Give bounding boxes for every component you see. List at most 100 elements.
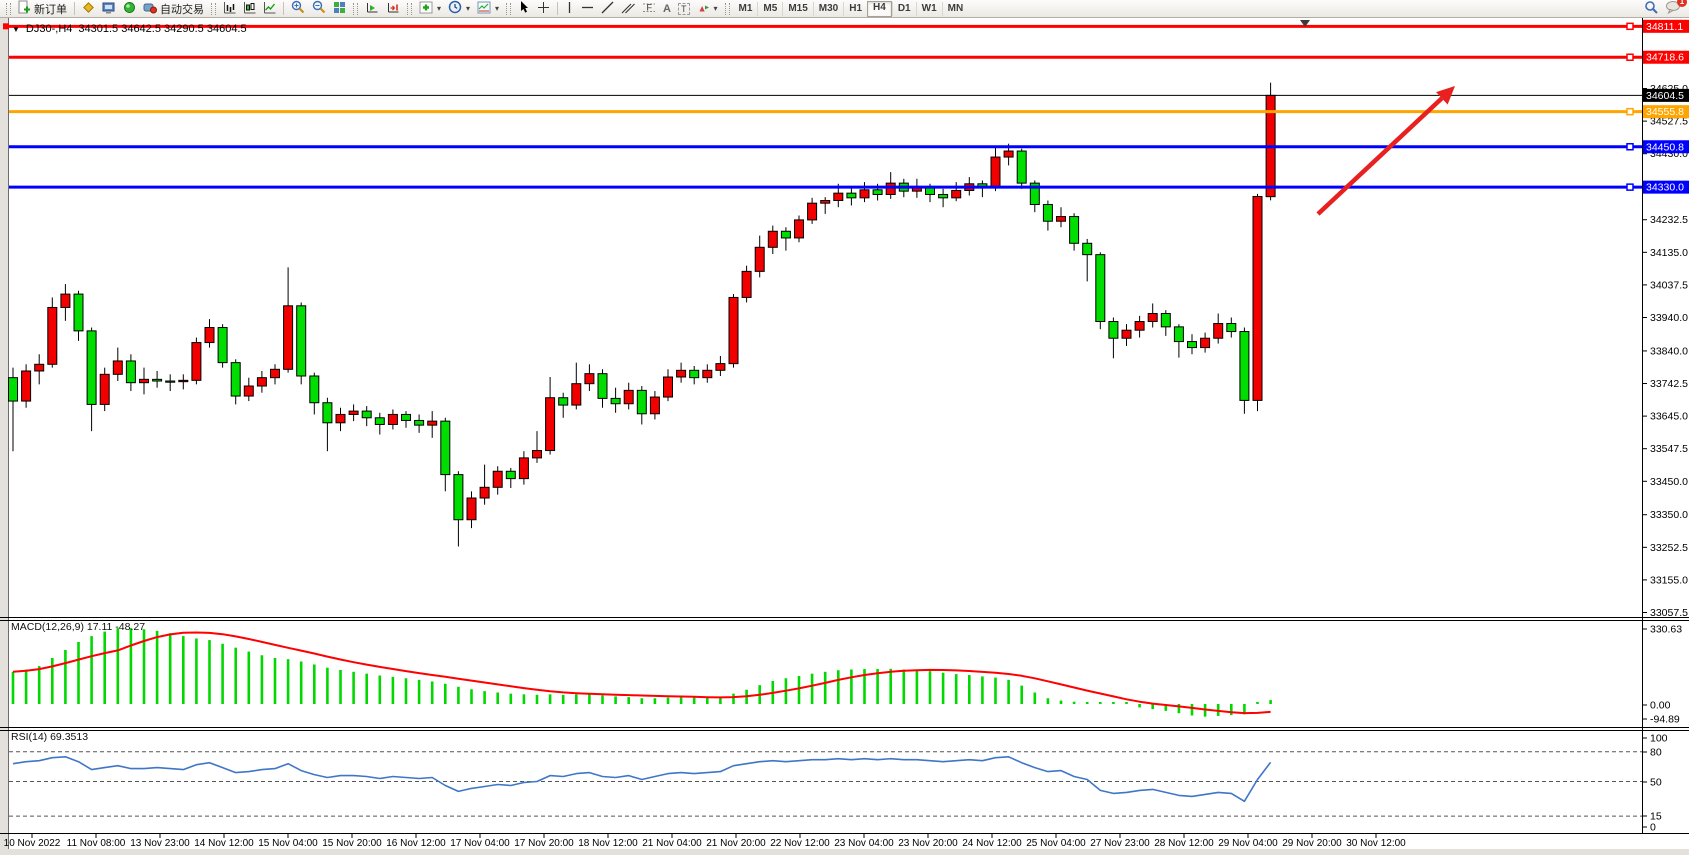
price-badge-34718.6: 34718.6 (1643, 50, 1689, 64)
profile-icon (82, 1, 95, 17)
indicators-button[interactable]: ▾ (416, 1, 444, 17)
text-label-icon: T (678, 2, 690, 15)
timeframe-M1[interactable]: M1 (738, 2, 753, 14)
zoom-out-button[interactable] (309, 0, 329, 17)
timeframe-M30[interactable]: M30 (812, 1, 843, 16)
svg-text:330.63: 330.63 (1650, 624, 1682, 636)
timeframe-W1[interactable]: W1 (915, 1, 942, 16)
new-order-button[interactable]: 新订单 (15, 0, 70, 17)
toolbar-separator (283, 2, 284, 15)
one-click-expand-icon[interactable]: ▼ (12, 24, 20, 34)
arrows-tool-button[interactable]: ▾ (694, 1, 721, 17)
text-label-tool-button[interactable]: T (675, 1, 693, 17)
chevron-down-icon: ▾ (466, 4, 471, 13)
hline-34555.8[interactable] (9, 107, 1642, 116)
bar-chart-icon (223, 1, 236, 17)
svg-text:11 Nov 08:00: 11 Nov 08:00 (67, 838, 126, 849)
chart-shift-marker[interactable] (1300, 20, 1310, 27)
horizontal-line-icon (581, 2, 594, 16)
auto-scroll-icon (365, 1, 379, 17)
equidistant-channel-tool-button[interactable] (618, 1, 638, 17)
profiles-button[interactable] (79, 1, 98, 17)
svg-text:33940.0: 33940.0 (1650, 312, 1688, 324)
macd-panel: 330.63 0.00 -94.89 (11, 624, 1682, 726)
chevron-down-icon: ▾ (437, 4, 442, 13)
timeframe-M15[interactable]: M15 (782, 1, 812, 16)
svg-text:10 Nov 2022: 10 Nov 2022 (4, 838, 61, 849)
zoom-in-icon (291, 0, 305, 17)
time-axis[interactable]: 10 Nov 2022 11 Nov 08:00 13 Nov 23:00 14 No… (4, 833, 1407, 850)
trendline-tool-button[interactable] (598, 1, 617, 17)
market-watch-button[interactable] (99, 1, 119, 17)
bar-chart-mode-button[interactable] (220, 1, 239, 17)
timeframe-M5[interactable]: M5 (757, 1, 782, 16)
timeframe-H4[interactable]: H4 (867, 0, 892, 17)
svg-text:34604.5: 34604.5 (1646, 90, 1684, 102)
svg-text:14 Nov 12:00: 14 Nov 12:00 (194, 838, 254, 849)
svg-text:16 Nov 12:00: 16 Nov 12:00 (386, 838, 446, 849)
new-order-label: 新订单 (34, 3, 67, 16)
auto-scroll-button[interactable] (362, 1, 382, 17)
chart-shift-button[interactable] (383, 1, 403, 17)
svg-text:33350.0: 33350.0 (1650, 509, 1688, 521)
auto-trading-label: 自动交易 (160, 3, 204, 16)
svg-text:28 Nov 12:00: 28 Nov 12:00 (1154, 838, 1214, 849)
svg-text:34811.1: 34811.1 (1646, 21, 1683, 33)
search-icon[interactable] (1644, 0, 1659, 18)
timeframe-MN[interactable]: MN (941, 1, 969, 16)
navigator-button[interactable] (120, 1, 139, 17)
timeframe-H1[interactable]: H1 (843, 1, 867, 16)
hline-34811.1[interactable] (3, 22, 1642, 31)
toolbar-separator (74, 2, 75, 15)
candlestick-mode-button[interactable] (240, 1, 259, 17)
svg-text:33057.5: 33057.5 (1650, 607, 1688, 619)
notification-count-badge: 1 (1677, 0, 1687, 7)
chart-symbol-period: DJ30-,H4 (25, 23, 73, 35)
auto-trading-button[interactable]: 自动交易 (140, 1, 207, 17)
templates-button[interactable]: ▾ (474, 1, 502, 17)
arrows-icon (697, 1, 710, 17)
tile-windows-button[interactable] (330, 1, 349, 17)
zoom-in-button[interactable] (288, 0, 308, 17)
svg-text:33840.0: 33840.0 (1650, 345, 1688, 357)
chevron-down-icon: ▾ (495, 4, 500, 13)
vertical-line-tool-button[interactable] (562, 1, 577, 17)
window-bottom-frame (0, 849, 1689, 855)
toolbar-right-group: 1 (1644, 0, 1687, 18)
rsi-line (12, 756, 1272, 803)
svg-text:50: 50 (1650, 777, 1662, 789)
svg-text:17 Nov 20:00: 17 Nov 20:00 (514, 838, 574, 849)
price-badge-34555.8: 34555.8 (1643, 105, 1689, 119)
line-chart-mode-button[interactable] (260, 1, 279, 17)
notifications-button[interactable]: 1 (1665, 0, 1687, 18)
svg-text:-94.89: -94.89 (1650, 714, 1680, 726)
macd-signal-line (12, 631, 1271, 715)
periods-button[interactable]: ▾ (445, 0, 473, 17)
hline-34450.8[interactable] (9, 143, 1642, 151)
template-icon (477, 1, 491, 17)
trend-arrow-drawing[interactable] (1316, 86, 1455, 216)
zoom-out-icon (312, 0, 326, 17)
clock-icon (448, 0, 462, 17)
timeframe-D1[interactable]: D1 (891, 1, 916, 16)
svg-text:23 Nov 04:00: 23 Nov 04:00 (834, 838, 894, 849)
toolbar-grip (353, 2, 358, 15)
svg-text:29 Nov 20:00: 29 Nov 20:00 (1282, 838, 1342, 849)
svg-text:33742.5: 33742.5 (1650, 378, 1688, 390)
svg-text:13 Nov 23:00: 13 Nov 23:00 (130, 838, 190, 849)
horizontal-line-tool-button[interactable] (578, 1, 597, 17)
svg-text:34037.5: 34037.5 (1650, 279, 1688, 291)
hline-34718.6[interactable] (9, 53, 1642, 61)
text-icon: A (663, 2, 671, 15)
fibonacci-tool-button[interactable]: F (639, 1, 659, 17)
crosshair-tool-button[interactable] (534, 1, 553, 17)
text-tool-button[interactable]: A (660, 1, 674, 17)
svg-text:18 Nov 12:00: 18 Nov 12:00 (578, 838, 638, 849)
rsi-panel: 100 80 50 150 (9, 733, 1668, 834)
cursor-tool-button[interactable] (515, 1, 533, 17)
svg-text:34718.6: 34718.6 (1646, 52, 1684, 64)
navigator-icon (123, 1, 136, 17)
price-badge-34330.0: 34330.0 (1643, 180, 1689, 194)
market-watch-icon (102, 1, 116, 17)
hline-34330.0[interactable] (9, 183, 1642, 191)
